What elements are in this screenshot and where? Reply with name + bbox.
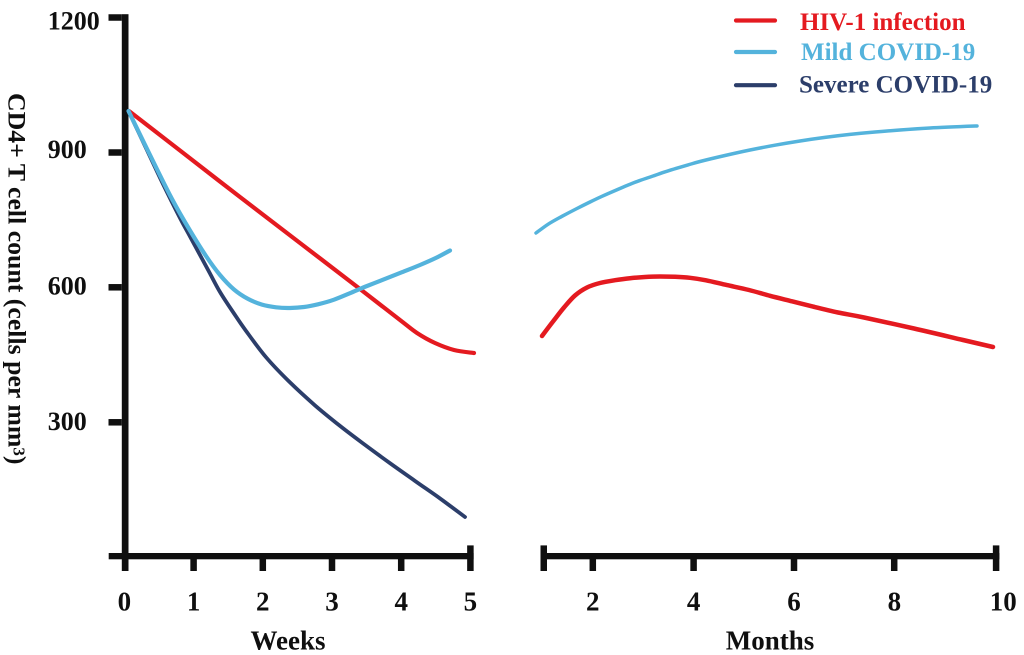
svg-text:1200: 1200: [48, 6, 100, 35]
svg-text:Mild COVID-19: Mild COVID-19: [801, 39, 975, 66]
svg-text:2: 2: [586, 587, 600, 617]
svg-text:Severe COVID-19: Severe COVID-19: [799, 72, 992, 99]
svg-text:300: 300: [48, 407, 87, 436]
svg-text:1: 1: [187, 587, 201, 617]
svg-text:CD4+ T cell count (cells per m: CD4+ T cell count (cells per mm3): [2, 93, 31, 464]
svg-text:3: 3: [325, 587, 339, 617]
svg-text:4: 4: [687, 587, 701, 617]
svg-text:Months: Months: [726, 626, 815, 651]
svg-text:900: 900: [48, 135, 87, 164]
svg-text:8: 8: [888, 587, 902, 617]
svg-text:4: 4: [394, 587, 408, 617]
svg-text:0: 0: [118, 587, 132, 617]
svg-text:5: 5: [464, 587, 478, 617]
svg-text:Weeks: Weeks: [250, 626, 325, 651]
svg-text:6: 6: [787, 587, 801, 617]
svg-text:HIV-1 infection: HIV-1 infection: [800, 9, 966, 36]
svg-text:2: 2: [256, 587, 270, 617]
svg-text:10: 10: [990, 587, 1017, 617]
svg-text:600: 600: [48, 271, 87, 300]
